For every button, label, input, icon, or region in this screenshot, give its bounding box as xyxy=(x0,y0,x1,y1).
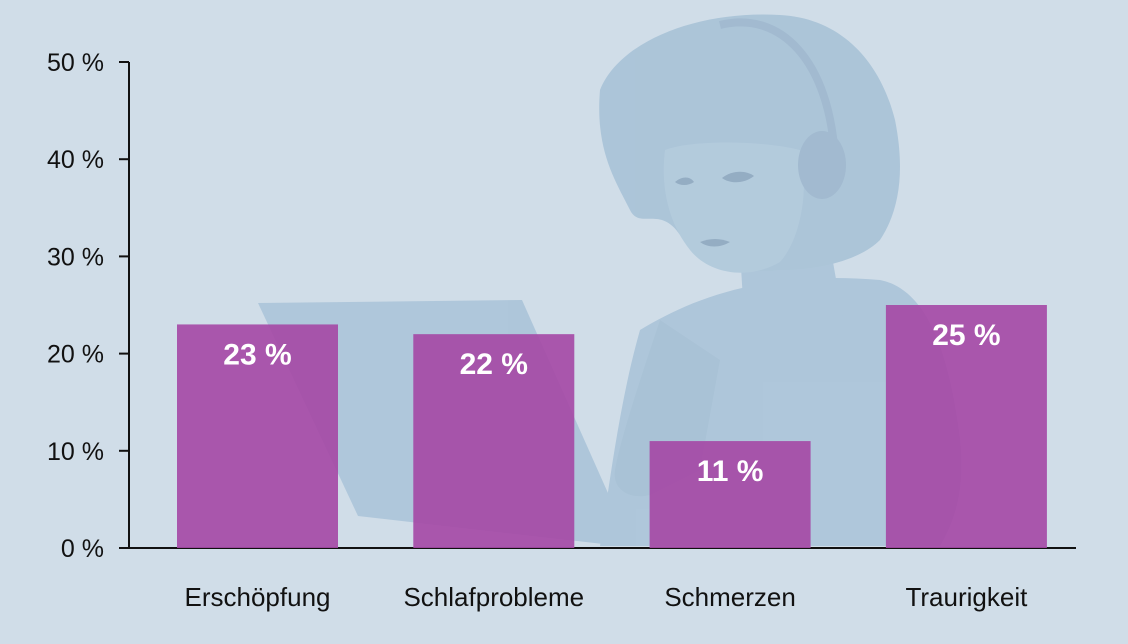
y-tick-label: 10 % xyxy=(47,438,104,466)
category-label: Schmerzen xyxy=(664,582,796,612)
neck-silhouette xyxy=(740,245,845,354)
bar xyxy=(413,334,575,548)
category-label: Schlafprobleme xyxy=(403,582,584,612)
category-label: Traurigkeit xyxy=(905,582,1028,612)
bar-value-label: 11 % xyxy=(697,455,764,488)
bar-value-label: 25 % xyxy=(932,319,1000,352)
y-tick-label: 0 % xyxy=(61,535,104,563)
person-silhouette-icon xyxy=(258,14,962,546)
bars-group xyxy=(177,305,1047,548)
headphone-earcup xyxy=(798,131,846,199)
eye-right xyxy=(722,171,754,183)
y-tick-label: 30 % xyxy=(47,243,104,271)
bar xyxy=(885,305,1047,548)
data-labels-group: 23 % 22 % 11 % 25 % xyxy=(223,319,1000,488)
category-label: Erschöpfung xyxy=(185,582,331,612)
y-ticks-group: 0 % 10 % 20 % 30 % 40 % 50 % xyxy=(47,49,129,563)
bar-value-label: 22 % xyxy=(460,348,528,381)
eye-left xyxy=(675,177,694,185)
y-tick-label: 40 % xyxy=(47,146,104,174)
y-tick-label: 50 % xyxy=(47,49,104,77)
mouth xyxy=(700,239,730,247)
headphone-band xyxy=(719,18,839,161)
bar xyxy=(649,441,811,548)
face-silhouette xyxy=(663,142,804,273)
bar-value-label: 23 % xyxy=(223,338,291,371)
category-labels-group: Erschöpfung Schlafprobleme Schmerzen Trauri… xyxy=(185,582,1029,612)
bar xyxy=(177,324,338,548)
y-tick-label: 20 % xyxy=(47,341,104,369)
